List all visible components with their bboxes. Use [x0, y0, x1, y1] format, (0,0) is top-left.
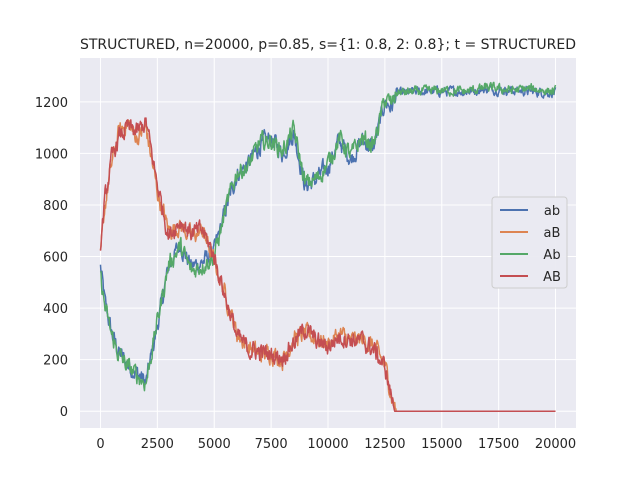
x-tick-label: 2500 — [141, 437, 174, 452]
x-tick-label: 10000 — [307, 437, 348, 452]
series-layer — [99, 81, 557, 412]
legend-label-aB: aB — [544, 226, 561, 241]
chart-title: STRUCTURED, n=20000, p=0.85, s={1: 0.8, … — [80, 37, 576, 53]
y-tick-label: 0 — [60, 405, 68, 420]
legend-label-Ab: Ab — [543, 248, 560, 263]
tick-labels: 0 2500 5000 7500 10000 12500 15000 17500 20000 0 2… — [35, 96, 576, 452]
series-line-Ab — [99, 81, 557, 392]
x-tick-label: 5000 — [198, 437, 231, 452]
y-tick-label: 600 — [43, 251, 68, 266]
x-tick-label: 20000 — [535, 437, 576, 452]
x-tick-label: 7500 — [255, 437, 288, 452]
y-tick-label: 800 — [43, 199, 68, 214]
legend-label-AB: AB — [543, 270, 561, 285]
x-tick-label: 15000 — [421, 437, 462, 452]
y-tick-label: 1000 — [35, 147, 68, 162]
y-tick-label: 1200 — [35, 96, 68, 111]
legend-box — [491, 196, 568, 289]
x-tick-label: 12500 — [364, 437, 405, 452]
y-tick-label: 400 — [43, 302, 68, 317]
y-tick-label: 200 — [43, 354, 68, 369]
legend-label-ab: ab — [544, 204, 560, 219]
series-line-AB — [99, 117, 556, 412]
legend: ab aB Ab AB — [491, 196, 568, 289]
x-tick-label: 17500 — [478, 437, 519, 452]
series-line-ab — [99, 83, 557, 386]
x-tick-label: 0 — [96, 437, 104, 452]
